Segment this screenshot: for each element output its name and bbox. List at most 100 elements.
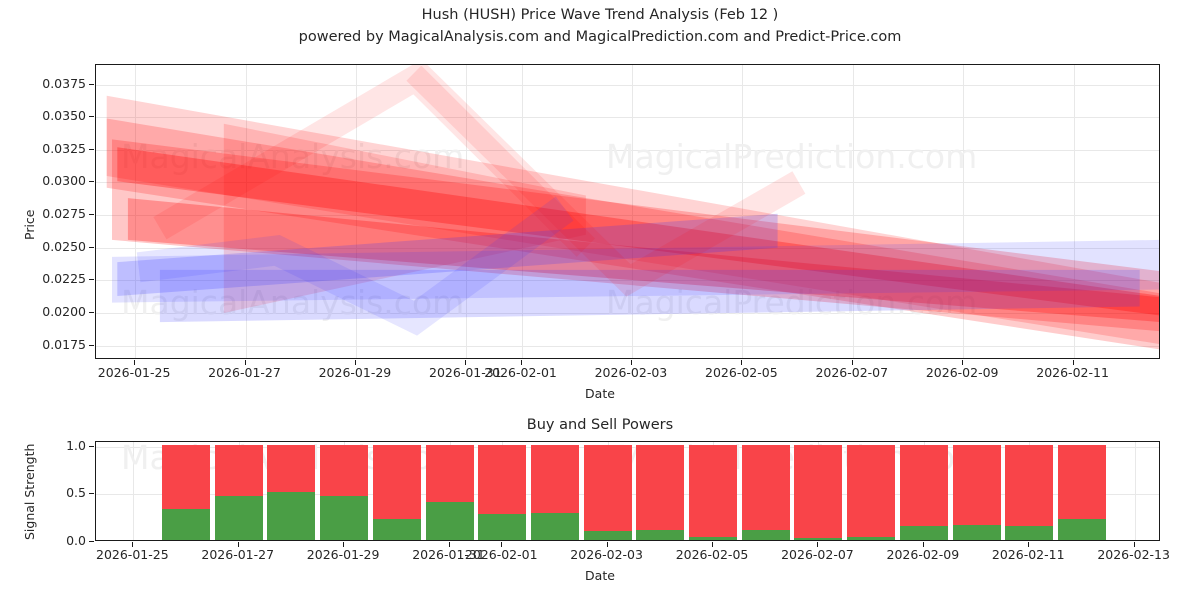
table-row[interactable]: [741, 444, 790, 540]
ytick-mark: [89, 214, 94, 216]
page-subtitle: powered by MagicalAnalysis.com and Magic…: [298, 29, 902, 45]
signal-ytick-label: 1.0: [66, 437, 86, 453]
watermark: MagicalPrediction.com: [606, 283, 978, 322]
price-xtick-label: 2026-01-29: [318, 365, 392, 380]
sell-power-segment: [478, 444, 527, 515]
sell-power-segment: [741, 444, 790, 531]
table-row[interactable]: [583, 444, 632, 540]
gridline-horizontal: [96, 84, 1159, 86]
ytick-mark: [89, 493, 94, 495]
sell-power-segment: [1005, 444, 1054, 526]
gridline-vertical: [1134, 442, 1136, 540]
xtick-mark: [244, 360, 246, 365]
table-row[interactable]: [847, 444, 896, 540]
price-ytick-label: 0.0250: [42, 238, 86, 254]
ytick-mark: [89, 541, 94, 542]
gridline-vertical: [1073, 65, 1075, 358]
table-row[interactable]: [162, 444, 211, 540]
watermark: MagicalAnalysis.com: [121, 283, 465, 322]
table-row[interactable]: [1057, 444, 1106, 540]
buy-power-segment: [952, 524, 1001, 540]
sell-power-segment: [794, 444, 843, 539]
ytick-mark: [89, 445, 94, 447]
price-xtick-label: 2026-02-11: [1036, 365, 1109, 380]
buy-power-segment: [847, 537, 896, 540]
table-row[interactable]: [478, 444, 527, 540]
table-row[interactable]: [899, 444, 948, 540]
price-ytick-label: 0.0275: [42, 206, 86, 222]
table-row[interactable]: [530, 444, 579, 540]
sell-power-segment: [847, 444, 896, 538]
table-row[interactable]: [214, 444, 263, 540]
table-row[interactable]: [372, 444, 421, 540]
gridline-horizontal: [96, 345, 1159, 347]
gridline-vertical: [963, 65, 965, 358]
xtick-mark: [851, 360, 853, 365]
table-row[interactable]: [689, 444, 738, 540]
page-title: Hush (HUSH) Price Wave Trend Analysis (F…: [421, 7, 779, 23]
buy-power-segment: [320, 496, 369, 540]
buy-power-segment: [689, 537, 738, 540]
sell-power-segment: [162, 444, 211, 509]
signal-xtick-label: 2026-01-25: [96, 547, 169, 562]
gridline-horizontal: [96, 247, 1159, 249]
ytick-mark: [89, 83, 94, 85]
table-row[interactable]: [952, 444, 1001, 540]
ytick-mark: [89, 246, 94, 248]
price-xtick-label: 2026-02-09: [925, 365, 999, 380]
signal-xtick-label: 2026-02-05: [675, 547, 749, 562]
gridline-vertical: [742, 65, 744, 358]
watermark: MagicalPrediction.com: [606, 137, 978, 176]
gridline-horizontal: [96, 182, 1159, 184]
signal-xtick-label: 2026-02-13: [1097, 547, 1170, 562]
ytick-mark: [89, 116, 94, 118]
ytick-mark: [89, 279, 94, 281]
price-xtick-label: 2026-01-27: [208, 365, 281, 380]
price-ytick-label: 0.0300: [42, 173, 86, 189]
gridline-vertical: [852, 65, 854, 358]
price-xtick-label: 2026-02-07: [815, 365, 889, 380]
table-row[interactable]: [425, 444, 474, 540]
price-xtick-label: 2026-01-25: [97, 365, 171, 380]
price-ytick-label: 0.0350: [42, 108, 86, 124]
ytick-mark: [89, 181, 94, 183]
wave-band: [223, 123, 586, 313]
price-xtick-label: 2026-02-05: [705, 365, 778, 380]
buy-power-segment: [794, 538, 843, 540]
xtick-mark: [520, 360, 522, 365]
sell-power-segment: [267, 444, 316, 493]
table-row[interactable]: [267, 444, 316, 540]
sell-power-segment: [530, 444, 579, 514]
xtick-mark: [712, 542, 714, 547]
xtick-mark: [630, 360, 632, 365]
buy-power-segment: [1057, 519, 1106, 540]
buy-power-segment: [372, 519, 421, 540]
ytick-mark: [89, 312, 94, 313]
buy-power-segment: [899, 525, 948, 540]
gridline-vertical: [245, 65, 247, 358]
gridline-horizontal: [96, 149, 1159, 151]
xtick-mark: [354, 360, 356, 365]
buy-power-segment: [214, 496, 263, 540]
wave-band: [127, 198, 1159, 322]
xtick-mark: [501, 542, 503, 547]
watermark: MagicalAnalysis.com: [121, 137, 465, 176]
buy-power-segment: [741, 530, 790, 540]
table-row[interactable]: [636, 444, 685, 540]
sell-power-segment: [425, 444, 474, 502]
signal-xtick-label: 2026-01-29: [306, 547, 380, 562]
gridline-vertical: [135, 65, 137, 358]
table-row[interactable]: [1005, 444, 1054, 540]
buy-sell-title: Buy and Sell Powers: [526, 417, 674, 433]
sell-power-segment: [899, 444, 948, 526]
table-row[interactable]: [794, 444, 843, 540]
sell-power-segment: [689, 444, 738, 538]
price-ytick-label: 0.0375: [42, 75, 86, 91]
table-row[interactable]: [320, 444, 369, 540]
signal-xtick-label: 2026-02-09: [886, 547, 960, 562]
xtick-mark: [1133, 542, 1135, 547]
wave-band: [117, 213, 778, 296]
wave-band: [106, 95, 1159, 344]
